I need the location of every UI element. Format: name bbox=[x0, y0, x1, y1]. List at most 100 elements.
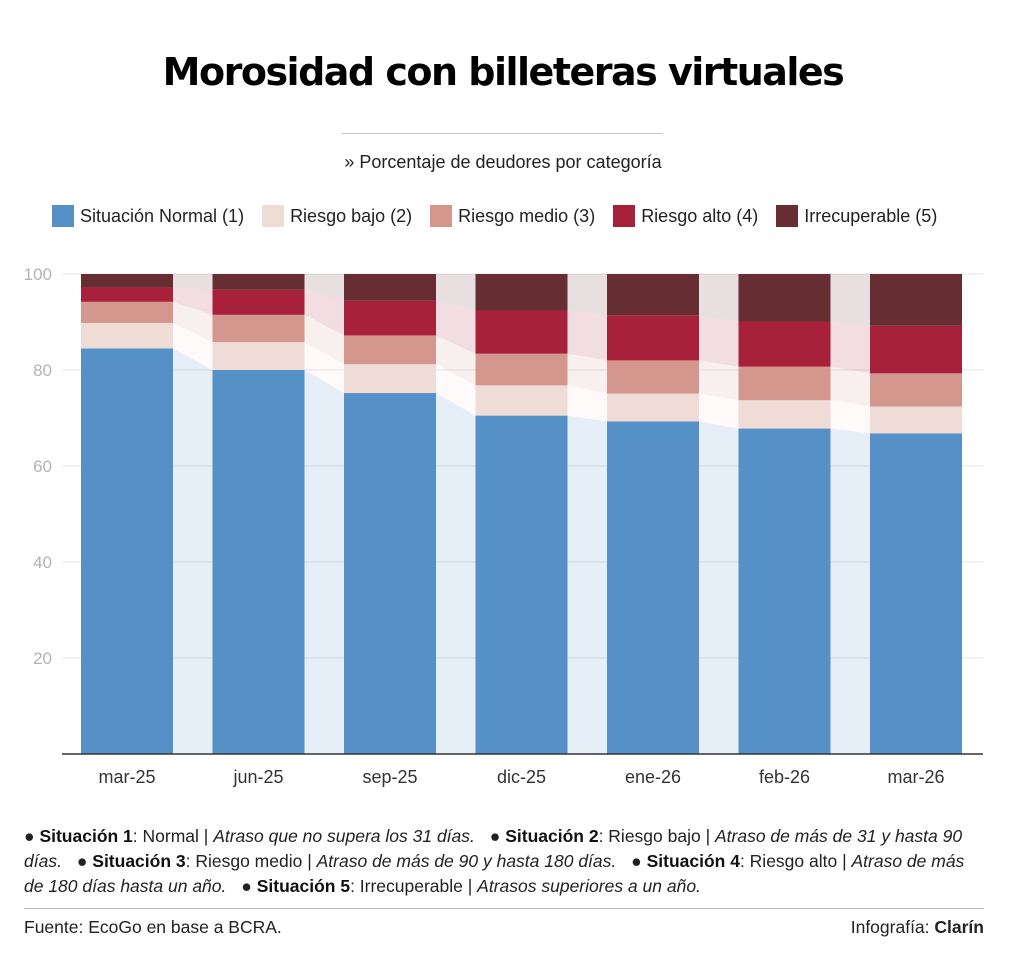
connector-band bbox=[830, 321, 870, 374]
connector-band bbox=[699, 274, 739, 322]
bar-segment bbox=[870, 325, 962, 374]
connector-band bbox=[436, 393, 476, 754]
x-tick-label: ene-26 bbox=[625, 767, 681, 787]
bar-segment bbox=[344, 335, 436, 365]
connector-band bbox=[567, 385, 607, 422]
connector-band bbox=[304, 289, 344, 336]
bar-segment bbox=[738, 366, 831, 401]
legend-swatch bbox=[613, 205, 636, 227]
bar-segment bbox=[870, 373, 962, 407]
bar-segment bbox=[607, 360, 699, 394]
legend-item-normal: Situación Normal (1) bbox=[52, 205, 244, 227]
brand-name: Clarín bbox=[934, 917, 984, 937]
y-tick-label: 100 bbox=[24, 265, 52, 284]
connector-band bbox=[830, 400, 870, 434]
bar-segment bbox=[607, 315, 699, 361]
connector-band bbox=[173, 348, 213, 754]
legend-swatch bbox=[262, 205, 285, 227]
connector-band bbox=[567, 310, 607, 361]
connector-band bbox=[304, 370, 344, 754]
x-tick-label: mar-26 bbox=[887, 767, 944, 787]
bar-segment bbox=[81, 348, 173, 754]
legend-item-riesgo-alto: Riesgo alto (4) bbox=[613, 205, 758, 227]
bar-segment bbox=[212, 314, 305, 343]
note-situacion-2: ● Situación 2: Riesgo bajo | Atraso de m… bbox=[24, 826, 963, 871]
connector-band bbox=[436, 300, 476, 354]
y-tick-label: 20 bbox=[33, 649, 52, 668]
bar-segment bbox=[344, 364, 436, 394]
legend-item-riesgo-bajo: Riesgo bajo (2) bbox=[262, 205, 412, 227]
legend-swatch bbox=[430, 205, 453, 227]
bar-segment bbox=[475, 385, 568, 416]
chart-subtitle: » Porcentaje de deudores por categoría bbox=[344, 152, 662, 172]
title-divider bbox=[342, 133, 663, 134]
bar-segment bbox=[870, 406, 962, 434]
bar-segment bbox=[81, 301, 173, 323]
connector-band bbox=[304, 342, 344, 394]
bar-segment bbox=[475, 310, 568, 354]
bar-segment bbox=[475, 274, 568, 311]
connector-band bbox=[830, 274, 870, 326]
x-tick-label: jun-25 bbox=[232, 767, 283, 787]
connector-band bbox=[436, 274, 476, 311]
bar-segment bbox=[81, 287, 173, 302]
bar-segment bbox=[212, 274, 305, 290]
bar-segment bbox=[81, 322, 173, 349]
x-tick-label: feb-26 bbox=[759, 767, 810, 787]
legend: Situación Normal (1) Riesgo bajo (2) Rie… bbox=[52, 203, 955, 229]
bar-segment bbox=[344, 393, 436, 754]
connector-band bbox=[436, 335, 476, 386]
x-tick-label: sep-25 bbox=[362, 767, 417, 787]
legend-item-riesgo-medio: Riesgo medio (3) bbox=[430, 205, 595, 227]
note-situacion-3: ● Situación 3: Riesgo medio | Atraso de … bbox=[76, 851, 617, 871]
connector-band bbox=[173, 322, 213, 370]
connector-band bbox=[699, 421, 739, 754]
credit-text: Infografía: Clarín bbox=[850, 917, 984, 937]
y-tick-label: 80 bbox=[33, 361, 52, 380]
note-situacion-5: ● Situación 5: Irrecuperable | Atrasos s… bbox=[241, 876, 701, 896]
bar-segment bbox=[81, 274, 173, 288]
bar-segment bbox=[344, 274, 436, 301]
connector-band bbox=[304, 314, 344, 365]
legend-label: Irrecuperable (5) bbox=[804, 205, 938, 226]
bar-segment bbox=[607, 274, 699, 316]
bar-segment bbox=[475, 415, 568, 754]
legend-label: Situación Normal (1) bbox=[80, 205, 245, 226]
bar-segment bbox=[607, 421, 699, 754]
connector-band bbox=[699, 360, 739, 401]
legend-swatch bbox=[776, 205, 799, 227]
x-tick-label: dic-25 bbox=[497, 767, 546, 787]
source-text: Fuente: EcoGo en base a BCRA. bbox=[24, 917, 282, 937]
bar-segment bbox=[738, 274, 831, 322]
connector-band bbox=[830, 366, 870, 407]
x-tick-label: mar-25 bbox=[98, 767, 155, 787]
connector-band bbox=[567, 353, 607, 394]
connector-band bbox=[699, 315, 739, 367]
legend-swatch bbox=[52, 205, 74, 227]
bar-segment bbox=[738, 428, 831, 754]
legend-label: Riesgo medio (3) bbox=[458, 205, 596, 226]
stacked-bar-chart: 20 40 60 80 100 mar-25 jun-25 sep-25 dic-25 ene-2… bbox=[24, 265, 983, 787]
connector-band bbox=[173, 301, 213, 343]
legend-item-irrecuperable: Irrecuperable (5) bbox=[776, 205, 937, 227]
bar-segment bbox=[475, 353, 568, 386]
connector-band bbox=[699, 393, 739, 429]
category-notes: ● Situación 1: Normal | Atraso que no su… bbox=[24, 824, 984, 899]
bar-segment bbox=[870, 274, 962, 326]
bar-segment bbox=[607, 393, 699, 422]
note-situacion-4: ● Situación 4: Riesgo alto | Atraso de m… bbox=[24, 851, 965, 896]
bar-segment bbox=[738, 321, 831, 367]
connector-band bbox=[173, 287, 213, 315]
y-tick-label: 40 bbox=[33, 553, 52, 572]
bar-segment bbox=[212, 289, 305, 315]
chart-title: Morosidad con billeteras virtuales bbox=[162, 50, 845, 94]
footer-divider bbox=[24, 908, 984, 909]
connector-band bbox=[436, 364, 476, 416]
legend-label: Riesgo alto (4) bbox=[641, 205, 759, 226]
legend-label: Riesgo bajo (2) bbox=[290, 205, 413, 226]
connector-band bbox=[567, 415, 607, 754]
y-tick-label: 60 bbox=[33, 457, 52, 476]
bar-segment bbox=[344, 300, 436, 336]
connector-band bbox=[173, 274, 213, 290]
note-situacion-1: ● Situación 1: Normal | Atraso que no su… bbox=[24, 826, 475, 846]
